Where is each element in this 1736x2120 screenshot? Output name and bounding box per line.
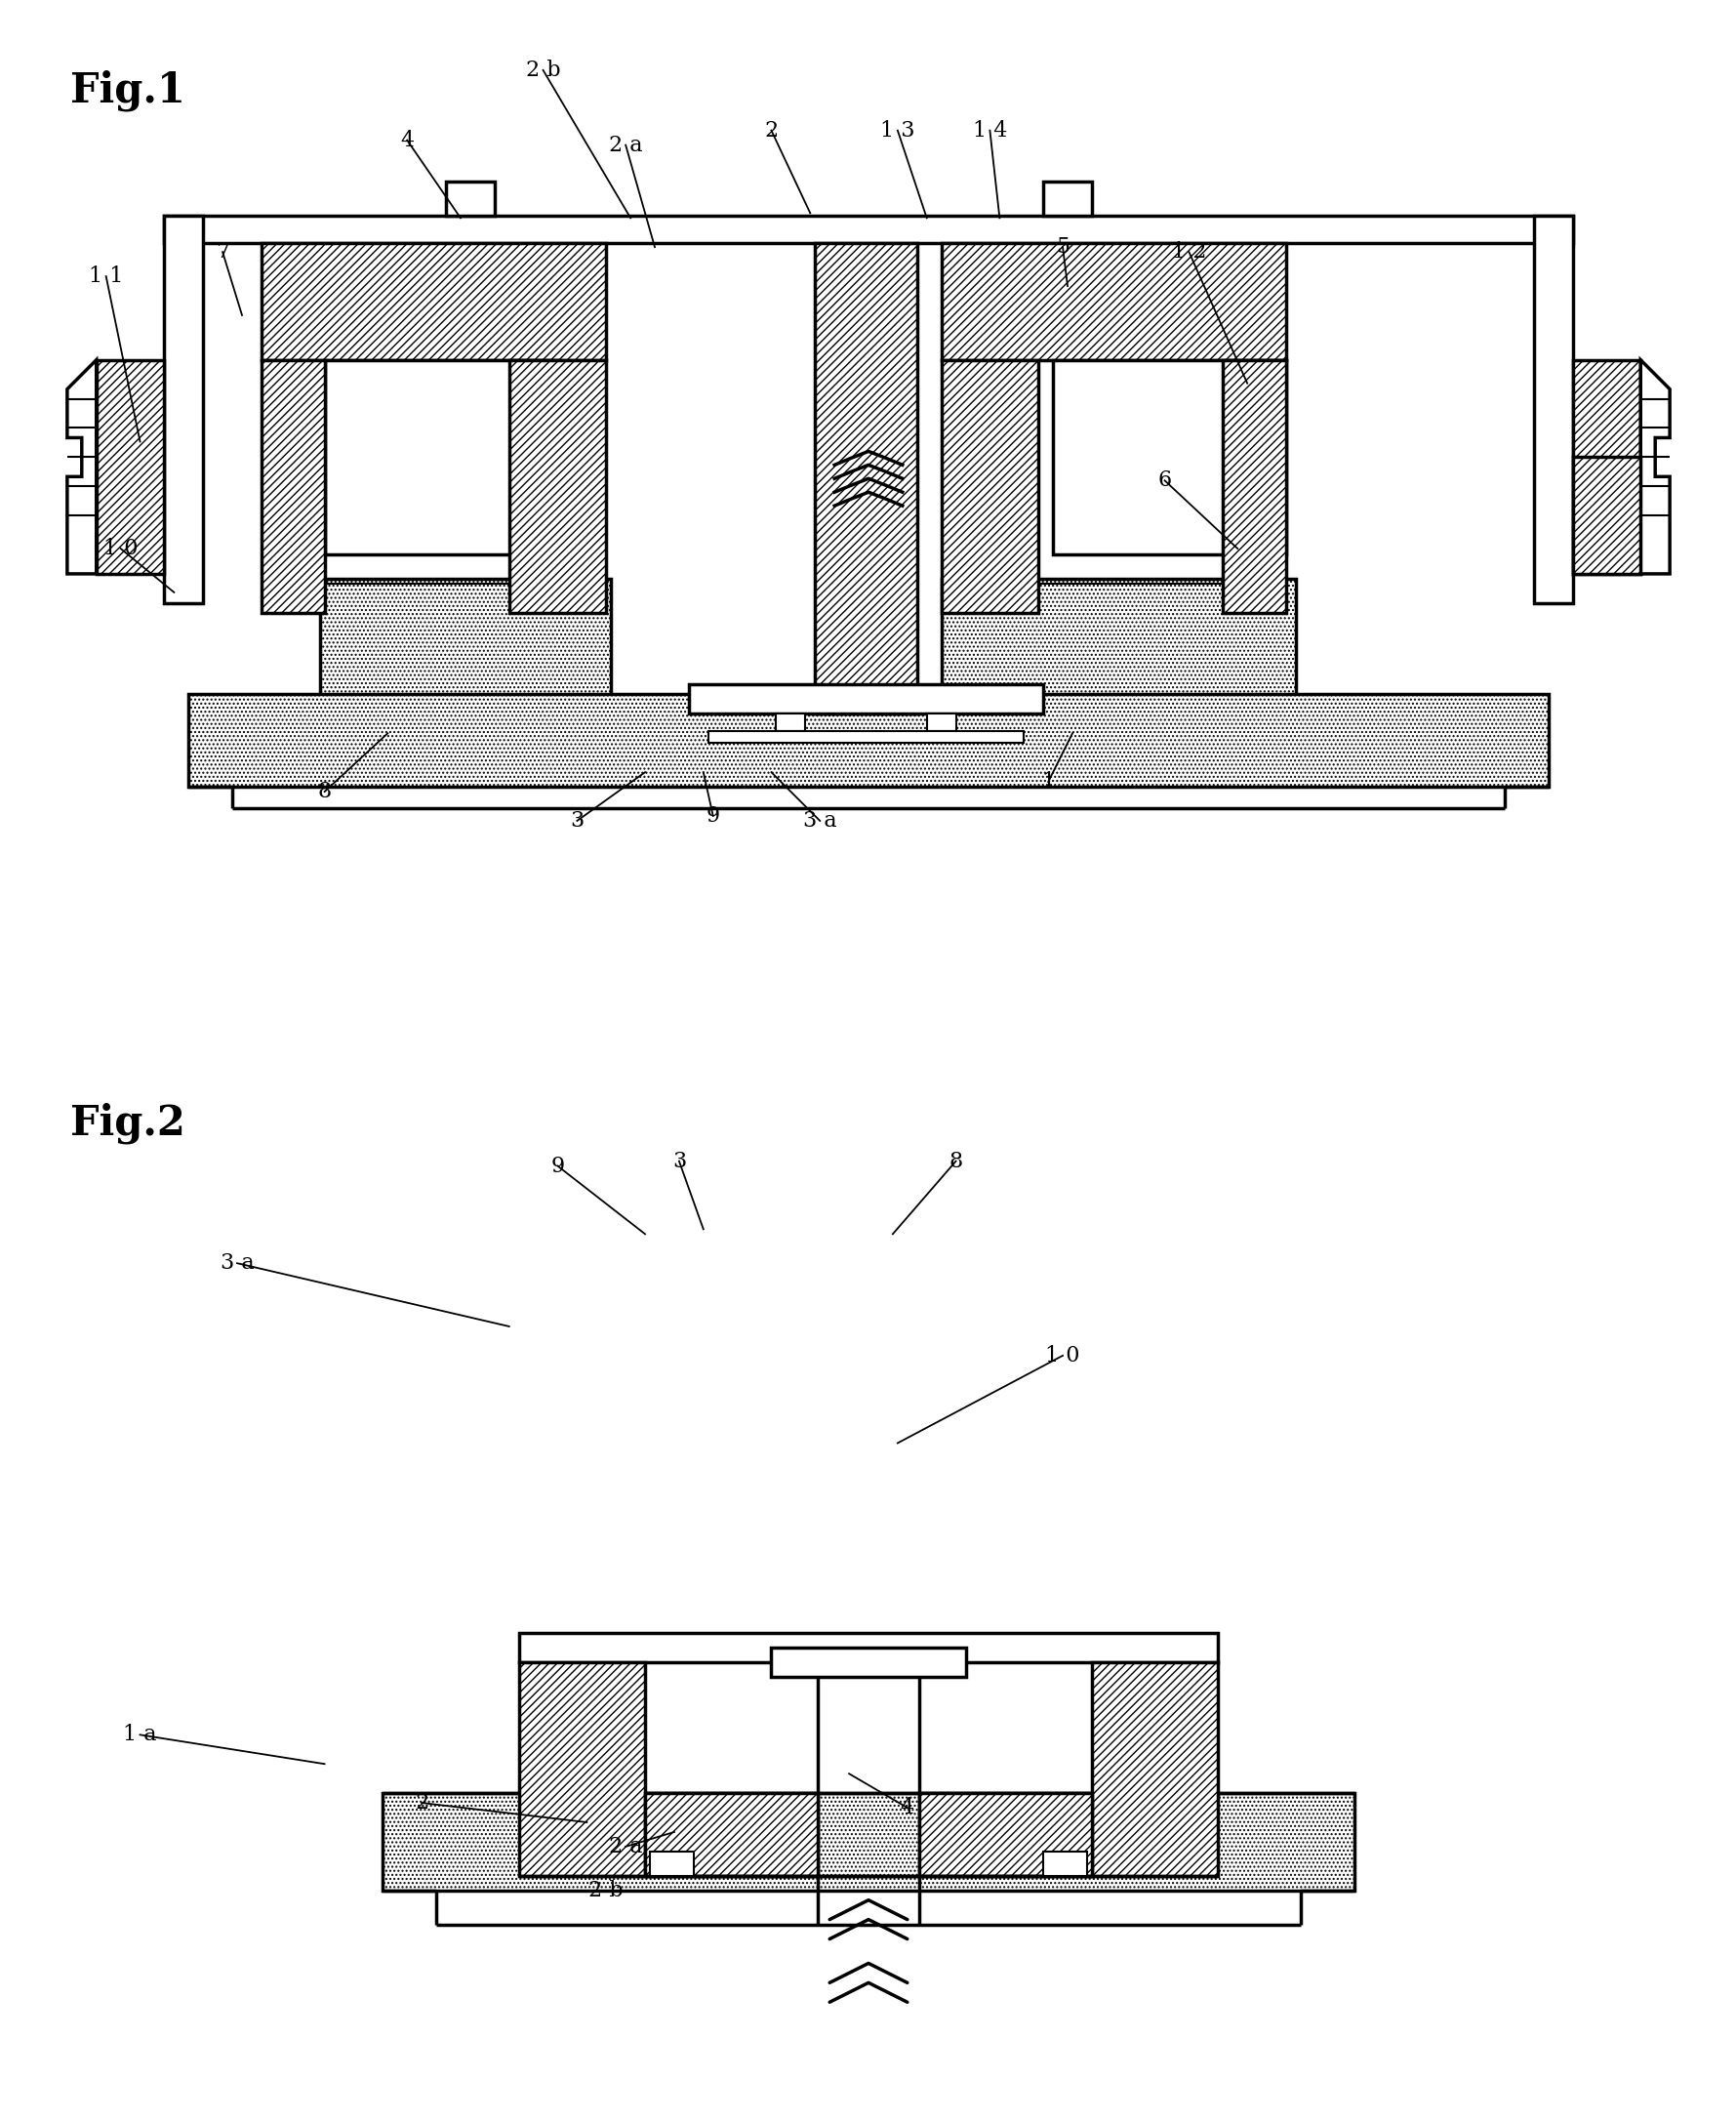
Bar	[689, 685, 1043, 714]
Text: 2 a: 2 a	[609, 1836, 642, 1857]
Text: 4: 4	[901, 1798, 915, 1819]
Text: 1 a: 1 a	[123, 1724, 156, 1745]
Bar	[1222, 360, 1286, 613]
Bar	[771, 1647, 965, 1677]
Bar	[646, 1794, 818, 1876]
Polygon shape	[68, 360, 95, 575]
Bar	[941, 360, 1038, 613]
Text: 1 0: 1 0	[1045, 1344, 1080, 1365]
Bar	[1573, 360, 1641, 575]
Bar	[384, 1794, 1354, 1891]
Text: 1: 1	[1042, 772, 1055, 793]
Text: 8: 8	[950, 1151, 963, 1172]
Bar	[927, 714, 957, 731]
Text: Fig.1: Fig.1	[69, 70, 186, 112]
Bar	[165, 216, 203, 602]
Bar	[1535, 216, 1573, 602]
Bar	[918, 1794, 1092, 1876]
Bar	[1092, 1662, 1219, 1876]
Text: 1 2: 1 2	[1172, 242, 1207, 263]
Text: 3: 3	[672, 1151, 686, 1172]
Text: 9: 9	[550, 1155, 564, 1177]
Text: 1 4: 1 4	[972, 119, 1007, 142]
Text: 8: 8	[318, 780, 332, 801]
Bar	[1043, 1851, 1087, 1876]
Text: 1 0: 1 0	[104, 538, 137, 560]
Bar	[509, 360, 606, 613]
Text: 2 b: 2 b	[589, 1880, 623, 1902]
Bar	[262, 360, 325, 613]
Text: 2: 2	[415, 1791, 429, 1813]
Text: 3 a: 3 a	[220, 1253, 253, 1274]
Text: 3 a: 3 a	[804, 810, 837, 831]
Text: 2: 2	[764, 119, 778, 142]
Text: 2 a: 2 a	[609, 134, 642, 155]
Text: 3: 3	[569, 810, 583, 831]
Text: 4: 4	[401, 129, 413, 151]
Bar	[165, 216, 1573, 244]
Bar	[95, 360, 165, 575]
Bar	[446, 182, 495, 216]
Bar	[1573, 458, 1641, 575]
Bar	[816, 244, 917, 714]
Bar	[776, 714, 806, 731]
Bar	[649, 1851, 694, 1876]
Text: Fig.2: Fig.2	[69, 1102, 186, 1145]
Text: 1 3: 1 3	[880, 119, 915, 142]
Text: 5: 5	[1055, 237, 1069, 259]
Text: 2 b: 2 b	[526, 59, 561, 81]
Polygon shape	[1641, 360, 1670, 575]
Text: 1 1: 1 1	[89, 265, 123, 286]
Bar	[189, 695, 1549, 787]
Text: 7: 7	[215, 242, 229, 263]
Bar	[325, 360, 557, 555]
Bar	[519, 1632, 1219, 1662]
Bar	[1043, 182, 1092, 216]
Bar	[941, 579, 1295, 704]
Bar	[319, 579, 611, 704]
Bar	[1054, 360, 1286, 555]
Text: 9: 9	[707, 806, 720, 827]
Bar	[262, 244, 606, 360]
Bar	[708, 731, 1024, 742]
Bar	[941, 244, 1286, 360]
Text: 6: 6	[1158, 471, 1172, 492]
Bar	[519, 1662, 646, 1876]
